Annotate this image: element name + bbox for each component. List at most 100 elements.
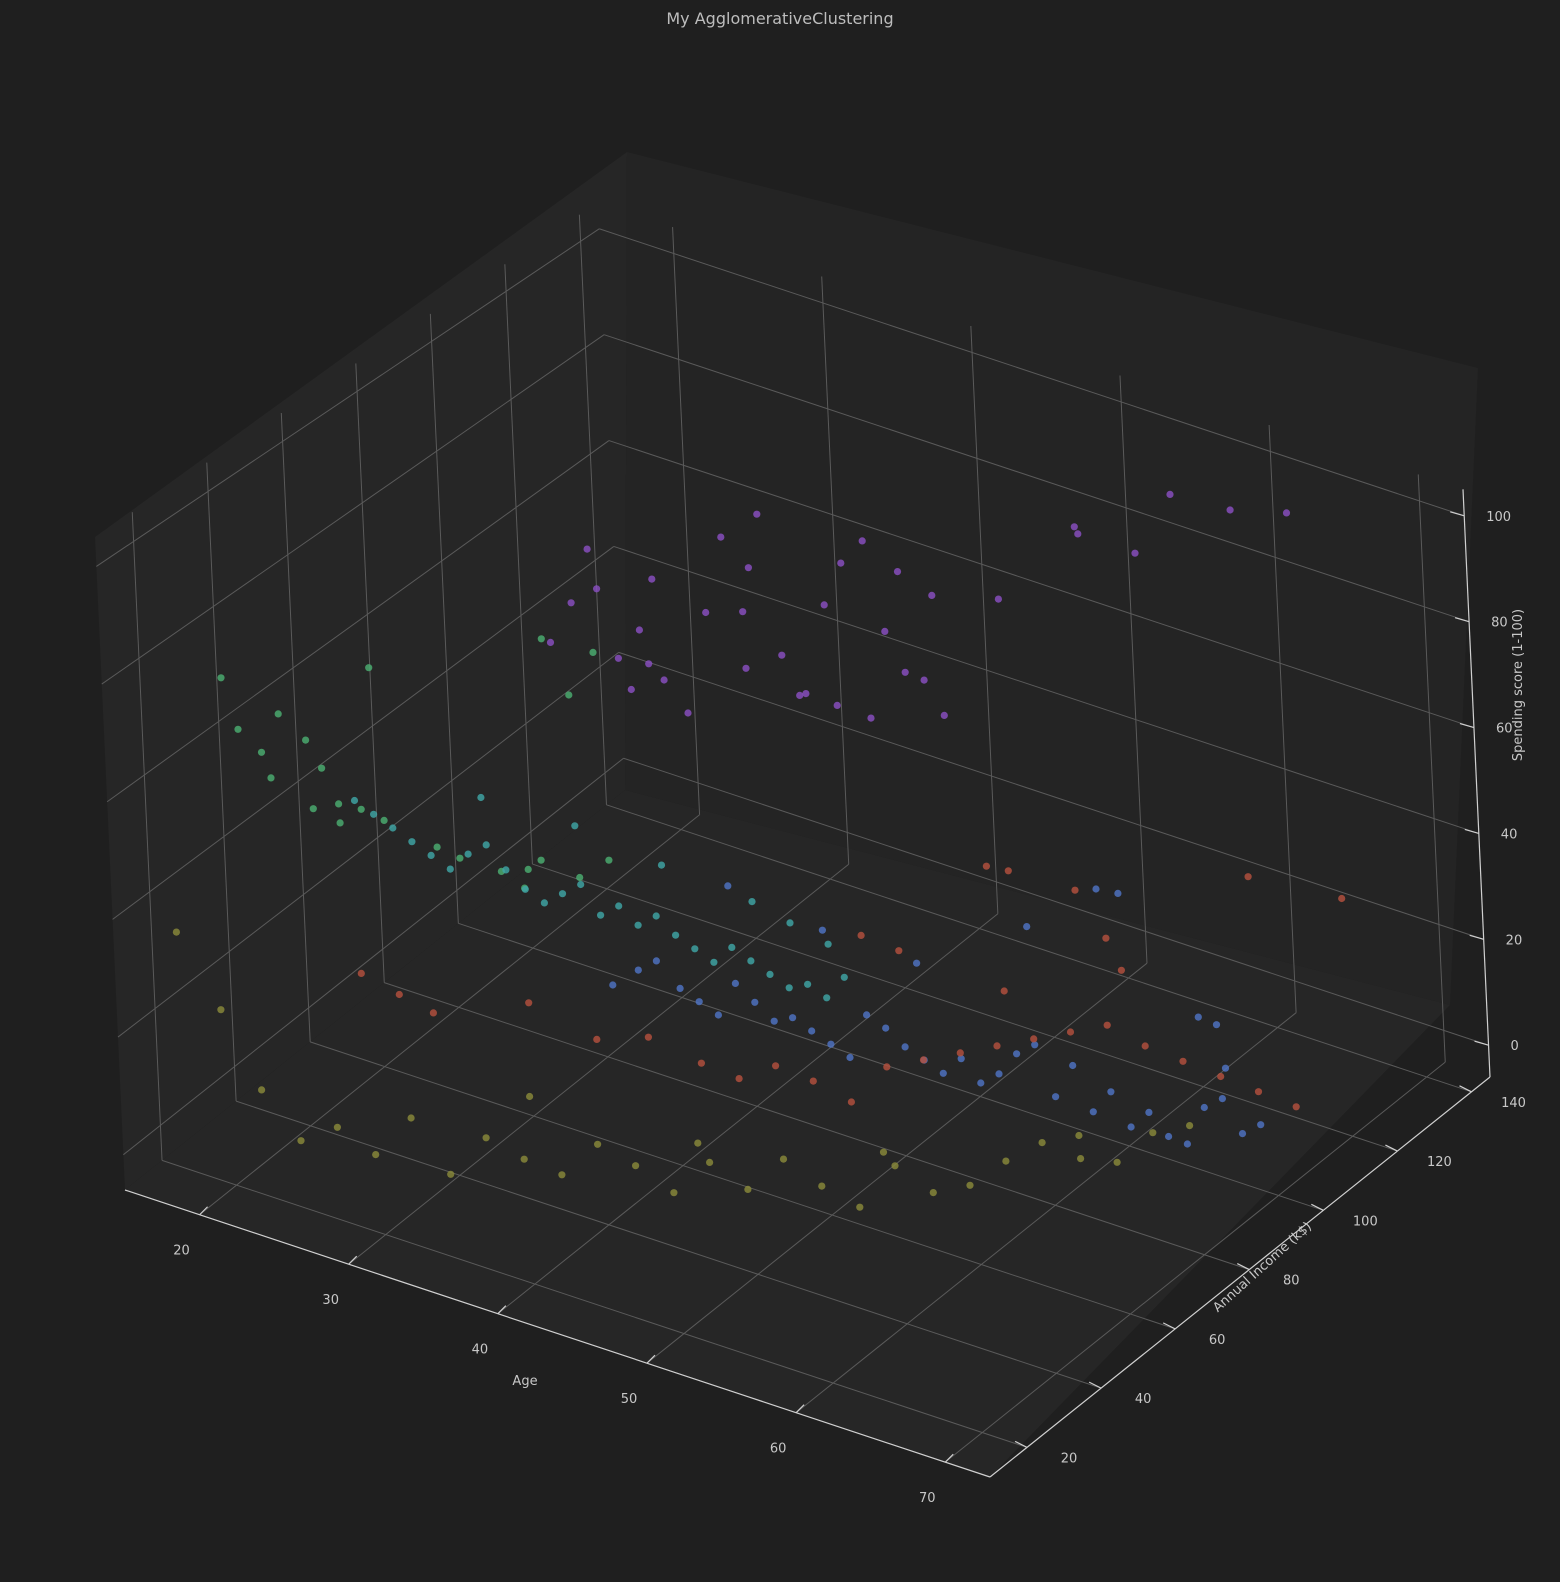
side-gridline-z — [106, 440, 610, 803]
y-tick-label: 120 — [1427, 1155, 1452, 1170]
point-cluster-blue — [827, 1040, 835, 1048]
point-cluster-red — [1103, 1021, 1111, 1029]
point-cluster-teal — [748, 898, 756, 906]
floor-gridline-y — [310, 1041, 1176, 1330]
point-cluster-blue — [1212, 1021, 1221, 1029]
point-cluster-teal — [785, 984, 793, 992]
y-tick-label: 80 — [1283, 1274, 1300, 1289]
side-gridline-z — [123, 757, 624, 1156]
point-cluster-red — [644, 1033, 653, 1041]
point-cluster-blue — [695, 998, 703, 1006]
point-cluster-blue — [1031, 1041, 1039, 1049]
point-cluster-teal — [615, 902, 623, 910]
point-cluster-teal — [766, 970, 774, 979]
point-cluster-blue — [1127, 1123, 1135, 1131]
point-cluster-olive — [447, 1170, 455, 1178]
side-gridline-z — [101, 334, 605, 685]
point-cluster-purple — [833, 701, 841, 710]
y-tick-mark — [1459, 1085, 1472, 1093]
point-cluster-olive — [258, 1086, 266, 1094]
point-cluster-red — [1338, 894, 1346, 903]
point-cluster-blue — [751, 998, 759, 1006]
point-cluster-olive — [407, 1114, 415, 1122]
side-gridline-z — [96, 228, 600, 567]
point-cluster-green — [537, 856, 545, 864]
point-cluster-blue — [731, 979, 740, 988]
point-cluster-blue — [1200, 1103, 1208, 1112]
point-cluster-olive — [929, 1189, 937, 1197]
x-tick-label: 60 — [770, 1442, 787, 1457]
y-tick-mark — [1162, 1322, 1176, 1330]
pane-back — [625, 152, 1478, 1005]
point-cluster-olive — [632, 1162, 640, 1170]
point-cluster-teal — [597, 911, 605, 919]
point-cluster-teal — [350, 796, 359, 805]
point-cluster-teal — [824, 940, 832, 948]
point-cluster-purple — [928, 591, 936, 600]
axis-lines — [124, 489, 1491, 1478]
point-cluster-purple — [820, 601, 828, 609]
point-cluster-blue — [1092, 885, 1100, 893]
point-cluster-olive — [891, 1162, 899, 1170]
point-cluster-green — [433, 843, 441, 851]
point-cluster-blue — [977, 1079, 985, 1087]
point-cluster-olive — [779, 1155, 788, 1163]
point-cluster-purple — [717, 533, 725, 541]
z-tick-mark — [1450, 511, 1465, 517]
point-cluster-red — [1117, 966, 1125, 974]
x-tick-mark — [497, 1305, 507, 1315]
point-cluster-red — [697, 1059, 706, 1067]
y-tick-label: 20 — [1061, 1451, 1078, 1466]
z-axis-label: Spending score (1-100) — [1511, 609, 1526, 761]
point-cluster-teal — [571, 822, 579, 830]
point-cluster-olive — [297, 1137, 305, 1145]
point-cluster-teal — [786, 919, 794, 927]
point-cluster-olive — [520, 1155, 528, 1163]
z-tick-label: 80 — [1491, 616, 1508, 631]
point-cluster-blue — [1013, 1050, 1021, 1058]
point-cluster-purple — [1166, 490, 1174, 498]
point-cluster-blue — [676, 984, 684, 993]
point-cluster-purple — [802, 690, 810, 698]
y-tick-mark — [1236, 1263, 1250, 1271]
z-tick-mark — [1459, 722, 1475, 729]
point-cluster-red — [1004, 867, 1012, 875]
point-cluster-purple — [1070, 523, 1078, 531]
point-cluster-teal — [691, 945, 699, 953]
point-cluster-blue — [901, 1043, 909, 1051]
side-gridline-y — [429, 313, 459, 924]
point-cluster-purple — [1226, 506, 1234, 514]
point-cluster-red — [395, 990, 403, 999]
point-cluster-green — [456, 854, 464, 862]
point-cluster-teal — [558, 890, 567, 898]
z-axis-line — [1462, 489, 1491, 1078]
point-cluster-teal — [482, 841, 490, 849]
side-gridline-y — [355, 363, 385, 983]
point-cluster-blue — [1183, 1140, 1191, 1148]
point-cluster-red — [847, 1098, 856, 1106]
y-tick-mark — [1311, 1203, 1324, 1211]
point-cluster-teal — [427, 851, 435, 860]
point-cluster-red — [1179, 1057, 1187, 1065]
point-cluster-red — [956, 1049, 964, 1057]
point-cluster-blue — [846, 1053, 854, 1062]
grid-lines — [96, 214, 1489, 1463]
back-gridline-z — [623, 757, 1489, 1046]
y-axis-line — [989, 1076, 1491, 1478]
point-cluster-purple — [635, 626, 644, 634]
point-cluster-green — [335, 800, 343, 808]
point-cluster-blue — [1221, 1064, 1230, 1072]
point-cluster-green — [302, 736, 310, 744]
point-cluster-olive — [706, 1158, 714, 1166]
point-cluster-green — [336, 819, 344, 827]
back-gridline-z — [613, 545, 1479, 834]
point-cluster-red — [593, 1035, 601, 1043]
point-cluster-blue — [652, 957, 661, 965]
floor-gridline-x — [497, 913, 999, 1315]
point-cluster-olive — [482, 1134, 490, 1142]
point-cluster-blue — [1089, 1108, 1097, 1116]
point-cluster-green — [380, 816, 388, 825]
y-tick-label: 100 — [1353, 1214, 1378, 1229]
floor-gridline-y — [532, 863, 1398, 1152]
z-tick-label: 100 — [1486, 510, 1511, 525]
